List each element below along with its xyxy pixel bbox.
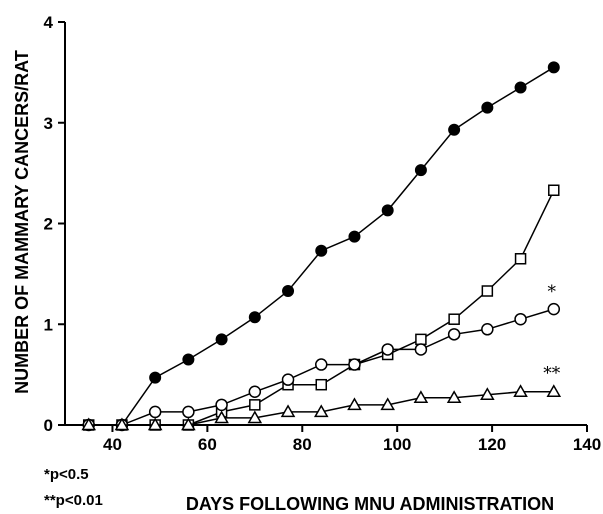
point-open-circle-9 [381, 343, 394, 356]
point-open-triangle-10 [413, 390, 429, 404]
point-open-triangle-3 [181, 417, 196, 431]
y-tick-label-1: 1 [44, 315, 53, 334]
x-tick-label-0: 40 [103, 435, 122, 454]
y-tick-label-4: 4 [44, 13, 54, 32]
point-filled-circle-13 [514, 81, 527, 94]
point-open-circle-8 [348, 358, 361, 371]
y-tick-label-0: 0 [44, 416, 53, 435]
point-open-triangle-7 [313, 404, 329, 418]
point-open-circle-12 [481, 323, 494, 336]
x-tick-label-3: 100 [383, 435, 411, 454]
point-open-square-10 [415, 333, 427, 346]
point-filled-circle-5 [248, 311, 261, 324]
point-filled-circle-10 [414, 164, 427, 177]
point-open-triangle-1 [114, 417, 130, 431]
footnote-p05: *p<0.5 [44, 466, 89, 483]
point-filled-circle-6 [282, 285, 295, 298]
y-tick-label-3: 3 [44, 114, 53, 133]
point-filled-circle-4 [215, 333, 228, 346]
point-open-square-12 [481, 285, 494, 297]
y-tick-label-2: 2 [44, 215, 53, 234]
point-open-triangle-14 [546, 384, 562, 398]
point-filled-circle-12 [481, 101, 494, 114]
point-open-square-11 [448, 313, 460, 325]
significance-annotation-1: ** [543, 364, 561, 384]
point-open-circle-7 [315, 358, 328, 371]
point-open-triangle-8 [347, 397, 362, 411]
point-filled-circle-14 [547, 61, 560, 74]
point-open-circle-14 [547, 302, 561, 316]
annotation-layer: *** [543, 282, 561, 384]
point-open-circle-10 [414, 343, 428, 356]
point-open-triangle-11 [446, 390, 462, 404]
point-open-square-7 [315, 378, 328, 391]
point-open-triangle-12 [480, 387, 495, 401]
point-filled-circle-2 [149, 371, 162, 384]
point-open-circle-4 [215, 398, 228, 412]
point-open-circle-6 [281, 373, 295, 386]
x-tick-label-4: 120 [478, 435, 506, 454]
x-tick-label-1: 60 [198, 435, 217, 454]
x-axis-title: DAYS FOLLOWING MNU ADMINISTRATION [186, 494, 554, 514]
significance-annotation-0: * [548, 282, 557, 302]
point-open-circle-11 [447, 328, 461, 341]
chart-axes: 0 1 2 3 4 40 60 80 100 120 140 [44, 13, 602, 454]
point-open-circle-5 [248, 385, 262, 399]
point-open-triangle-2 [147, 417, 163, 431]
y-axis-title: NUMBER OF MAMMARY CANCERS/RAT [12, 50, 32, 394]
series-open-triangle [81, 384, 562, 431]
point-open-circle-3 [182, 405, 195, 419]
footnote-p001: **p<0.01 [44, 492, 103, 509]
series-layer [81, 61, 562, 432]
point-open-triangle-5 [247, 410, 263, 424]
point-filled-circle-8 [348, 230, 361, 243]
series-filled-circle [82, 61, 560, 431]
point-filled-circle-3 [182, 353, 195, 366]
point-open-square-13 [514, 253, 527, 265]
point-filled-circle-11 [448, 123, 461, 136]
point-open-triangle-4 [214, 410, 229, 424]
point-open-triangle-0 [81, 417, 97, 431]
point-open-triangle-13 [513, 384, 528, 398]
point-open-circle-13 [514, 312, 527, 326]
point-filled-circle-7 [315, 244, 328, 257]
point-open-square-14 [548, 184, 560, 197]
point-open-triangle-6 [280, 404, 296, 418]
point-open-circle-2 [148, 405, 162, 419]
point-open-square-5 [249, 399, 261, 411]
x-tick-label-2: 80 [293, 435, 312, 454]
x-tick-label-5: 140 [573, 435, 601, 454]
point-filled-circle-9 [381, 204, 394, 217]
point-open-triangle-9 [380, 397, 395, 411]
